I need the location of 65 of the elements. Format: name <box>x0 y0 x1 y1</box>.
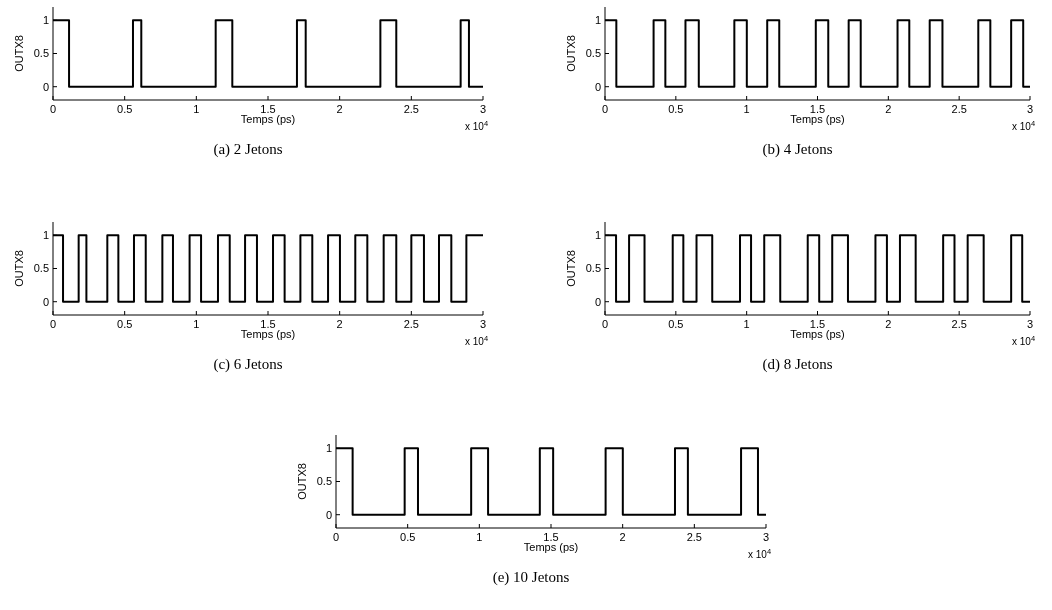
y-tick-label: 0 <box>42 80 49 93</box>
y-tick-label: 0.5 <box>585 47 601 60</box>
x-tick-label: 2 <box>885 103 892 115</box>
x-tick-label: 1 <box>743 103 750 115</box>
text: (a) 2 Jetons <box>213 141 283 158</box>
y-tick-label: 0.5 <box>585 262 601 275</box>
x-tick-label: 3 <box>479 103 487 115</box>
y-tick-label: 0.5 <box>316 475 332 488</box>
x-tick-label: 2 <box>885 318 892 330</box>
text: (e) 10 Jetons <box>492 569 570 586</box>
x-tick-label: 1.5 <box>809 103 826 115</box>
text: x 10$^{4}$ <box>465 333 489 347</box>
x-axis-title: Temps (ps) <box>790 328 845 340</box>
text: x 10$^{4}$ <box>748 546 772 560</box>
x-tick-label: 1.5 <box>260 103 276 115</box>
x-tick-label: 1.5 <box>260 318 276 330</box>
x-tick-label: 2.5 <box>403 318 419 330</box>
y-axis-title: OUTX8 <box>565 250 577 287</box>
x-tick-label: 3 <box>479 318 487 330</box>
y-tick-label: 0 <box>594 295 601 308</box>
x-tick-label: 2 <box>619 531 626 543</box>
x-tick-label: 1.5 <box>809 318 826 330</box>
y-axis-title: OUTX8 <box>565 35 577 72</box>
y-axis-title: OUTX8 <box>13 35 25 72</box>
x-tick-label: 1 <box>476 531 483 543</box>
x-tick-label: 1.5 <box>543 531 559 543</box>
x-tick-label: 0.5 <box>668 318 684 330</box>
x-tick-label: 1 <box>193 318 200 330</box>
x-tick-label: 1 <box>193 103 200 115</box>
y-tick-label: 0.5 <box>33 47 49 60</box>
x-tick-label: 2.5 <box>686 531 702 543</box>
text: (b) 4 Jetons <box>762 141 833 158</box>
text: (c) 6 Jetons <box>213 356 283 373</box>
y-tick-label: 0 <box>42 295 49 308</box>
y-tick-label: 1 <box>594 229 601 242</box>
x-tick-label: 0.5 <box>117 103 133 115</box>
x-tick-label: 3 <box>1026 103 1034 115</box>
x-tick-label: 2 <box>336 103 343 115</box>
x-tick-label: 3 <box>762 531 770 543</box>
x-axis-title: Temps (ps) <box>790 113 845 125</box>
x-tick-label: 1 <box>743 318 750 330</box>
y-tick-label: 1 <box>325 442 332 455</box>
x-tick-label: 0.5 <box>400 531 416 543</box>
text: x 10$^{4}$ <box>465 118 489 132</box>
y-tick-label: 1 <box>594 14 601 27</box>
y-tick-label: 1 <box>42 14 49 27</box>
x-tick-label: 0.5 <box>117 318 133 330</box>
y-axis-title: OUTX8 <box>296 463 308 500</box>
x-axis-title: Temps (ps) <box>240 113 296 125</box>
x-tick-label: 0.5 <box>668 103 684 115</box>
y-axis-title: OUTX8 <box>13 250 25 287</box>
x-tick-label: 2.5 <box>951 103 967 115</box>
x-tick-label: 2.5 <box>403 103 419 115</box>
y-tick-label: 0 <box>325 508 332 521</box>
x-tick-label: 3 <box>1026 318 1034 330</box>
text: (d) 8 Jetons <box>762 356 833 373</box>
y-tick-label: 0 <box>594 80 601 93</box>
text: x 10$^{4}$ <box>1012 333 1036 347</box>
x-axis-title: Temps (ps) <box>240 328 296 340</box>
x-tick-label: 2.5 <box>951 318 967 330</box>
y-tick-label: 0.5 <box>33 262 49 275</box>
x-axis-title: Temps (ps) <box>523 541 579 553</box>
x-tick-label: 2 <box>336 318 343 330</box>
y-tick-label: 1 <box>42 229 49 242</box>
text: x 10$^{4}$ <box>1012 118 1036 132</box>
